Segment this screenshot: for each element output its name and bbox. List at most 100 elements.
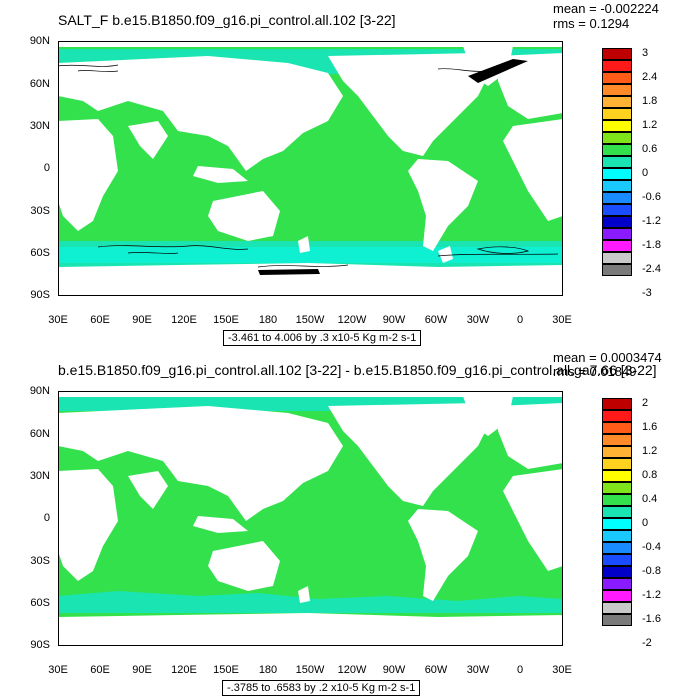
lon-label: 30E <box>552 314 572 326</box>
colorbar-label: 0.8 <box>642 469 658 481</box>
colorbar-swatch <box>602 434 632 446</box>
colorbar-label: -1.6 <box>642 613 661 625</box>
colorbar-swatch <box>602 554 632 566</box>
colorbar-swatch <box>602 192 632 204</box>
colorbar-label: 2 <box>642 397 649 409</box>
lon-label: 180 <box>258 664 278 676</box>
lat-label: 0 <box>43 512 50 524</box>
colorbar-swatch <box>602 108 632 120</box>
colorbar-label: 0.6 <box>642 143 658 155</box>
panel-title: SALT_F b.e15.B1850.f09_g16.pi_control.al… <box>58 12 396 28</box>
lat-label: 90N <box>29 35 50 47</box>
colorbar-label: 0 <box>642 167 649 179</box>
lon-label: 150E <box>213 314 239 326</box>
colorbar-swatch <box>602 566 632 578</box>
rms-value: rms = 0.1294 <box>553 16 630 31</box>
colorbar-swatch <box>602 518 632 530</box>
colorbar-swatch <box>602 60 632 72</box>
colorbar-swatch <box>602 530 632 542</box>
lon-label: 60W <box>424 664 448 676</box>
colorbar-swatch <box>602 156 632 168</box>
land-masses <box>58 46 563 296</box>
colorbar-swatch <box>602 482 632 494</box>
colorbar-label: 1.8 <box>642 95 658 107</box>
lon-label: 90W <box>382 664 406 676</box>
colorbar-swatch <box>602 204 632 216</box>
lat-label: 90N <box>29 385 50 397</box>
colorbar-swatch <box>602 410 632 422</box>
lat-label: 0 <box>43 162 50 174</box>
colorbar-label: 0.4 <box>642 493 658 505</box>
map-frame <box>58 41 563 296</box>
colorbar <box>602 398 632 626</box>
lon-label: 30E <box>48 314 68 326</box>
colorbar-swatch <box>602 470 632 482</box>
colorbar-swatch <box>602 264 632 276</box>
map-plot <box>58 391 563 646</box>
dark-features <box>258 59 528 275</box>
lon-label: 60E <box>90 314 110 326</box>
lat-label: 90S <box>30 289 50 301</box>
colorbar-swatch <box>602 506 632 518</box>
lon-label: 150W <box>295 314 325 326</box>
colorbar-swatch <box>602 72 632 84</box>
land-masses <box>58 396 563 646</box>
lon-label: 30E <box>552 664 572 676</box>
lat-label: 30N <box>29 120 50 132</box>
colorbar-swatch <box>602 132 632 144</box>
colorbar-swatch <box>602 578 632 590</box>
map-plot <box>58 41 563 296</box>
colorbar-swatch <box>602 458 632 470</box>
colorbar-swatch <box>602 96 632 108</box>
mean-value: mean = 0.0003474 <box>553 350 662 365</box>
colorbar-label: 1.2 <box>642 119 658 131</box>
colorbar-label: -2.4 <box>642 263 661 275</box>
colorbar-swatch <box>602 228 632 240</box>
rms-value: rms = 0.01849 <box>553 364 637 379</box>
lon-label: 90E <box>132 664 152 676</box>
lon-label: 30E <box>48 664 68 676</box>
lat-label: 30N <box>29 470 50 482</box>
colorbar-label: -0.8 <box>642 565 661 577</box>
lon-label: 60E <box>90 664 110 676</box>
map-panel-bottom: b.e15.B1850.f09_g16.pi_control.all.102 [… <box>0 350 700 700</box>
lon-label: 150E <box>213 664 239 676</box>
lon-label: 120E <box>171 664 197 676</box>
colorbar-swatch <box>602 84 632 96</box>
colorbar-label: -1.8 <box>642 239 661 251</box>
lon-label: 180 <box>258 314 278 326</box>
colorbar-swatch <box>602 494 632 506</box>
lon-label: 120E <box>171 314 197 326</box>
range-note: -3.461 to 4.006 by .3 x10-5 Kg m-2 s-1 <box>223 330 422 346</box>
colorbar-label: -1.2 <box>642 215 661 227</box>
colorbar-label: 2.4 <box>642 71 658 83</box>
lon-label: 0 <box>516 314 524 326</box>
colorbar-label: 1.6 <box>642 421 658 433</box>
colorbar-swatch <box>602 168 632 180</box>
colorbar <box>602 48 632 276</box>
map-frame <box>58 391 563 646</box>
lat-label: 30S <box>30 205 50 217</box>
lon-label: 120W <box>337 664 367 676</box>
colorbar-swatch <box>602 240 632 252</box>
lon-label: 150W <box>295 664 325 676</box>
lon-label: 60W <box>424 314 448 326</box>
colorbar-swatch <box>602 48 632 60</box>
lat-label: 60S <box>30 597 50 609</box>
world-map <box>58 41 563 296</box>
lat-label: 90S <box>30 639 50 651</box>
colorbar-swatch <box>602 542 632 554</box>
map-panel-top: SALT_F b.e15.B1850.f09_g16.pi_control.al… <box>29 1 661 346</box>
colorbar-swatch <box>602 602 632 614</box>
colorbar-swatch <box>602 144 632 156</box>
colorbar-swatch <box>602 614 632 626</box>
world-map <box>58 391 563 646</box>
lon-label: 0 <box>516 664 524 676</box>
colorbar-swatch <box>602 422 632 434</box>
southern-ocean-patches <box>58 591 563 613</box>
lon-label: 30W <box>466 664 490 676</box>
colorbar-swatch <box>602 446 632 458</box>
lat-label: 30S <box>30 555 50 567</box>
lon-label: 120W <box>337 314 367 326</box>
lon-label: 30W <box>466 314 490 326</box>
